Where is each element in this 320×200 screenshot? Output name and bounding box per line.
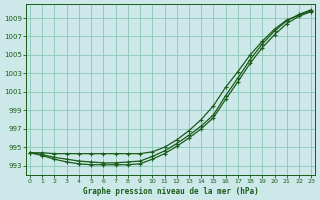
- X-axis label: Graphe pression niveau de la mer (hPa): Graphe pression niveau de la mer (hPa): [83, 187, 259, 196]
